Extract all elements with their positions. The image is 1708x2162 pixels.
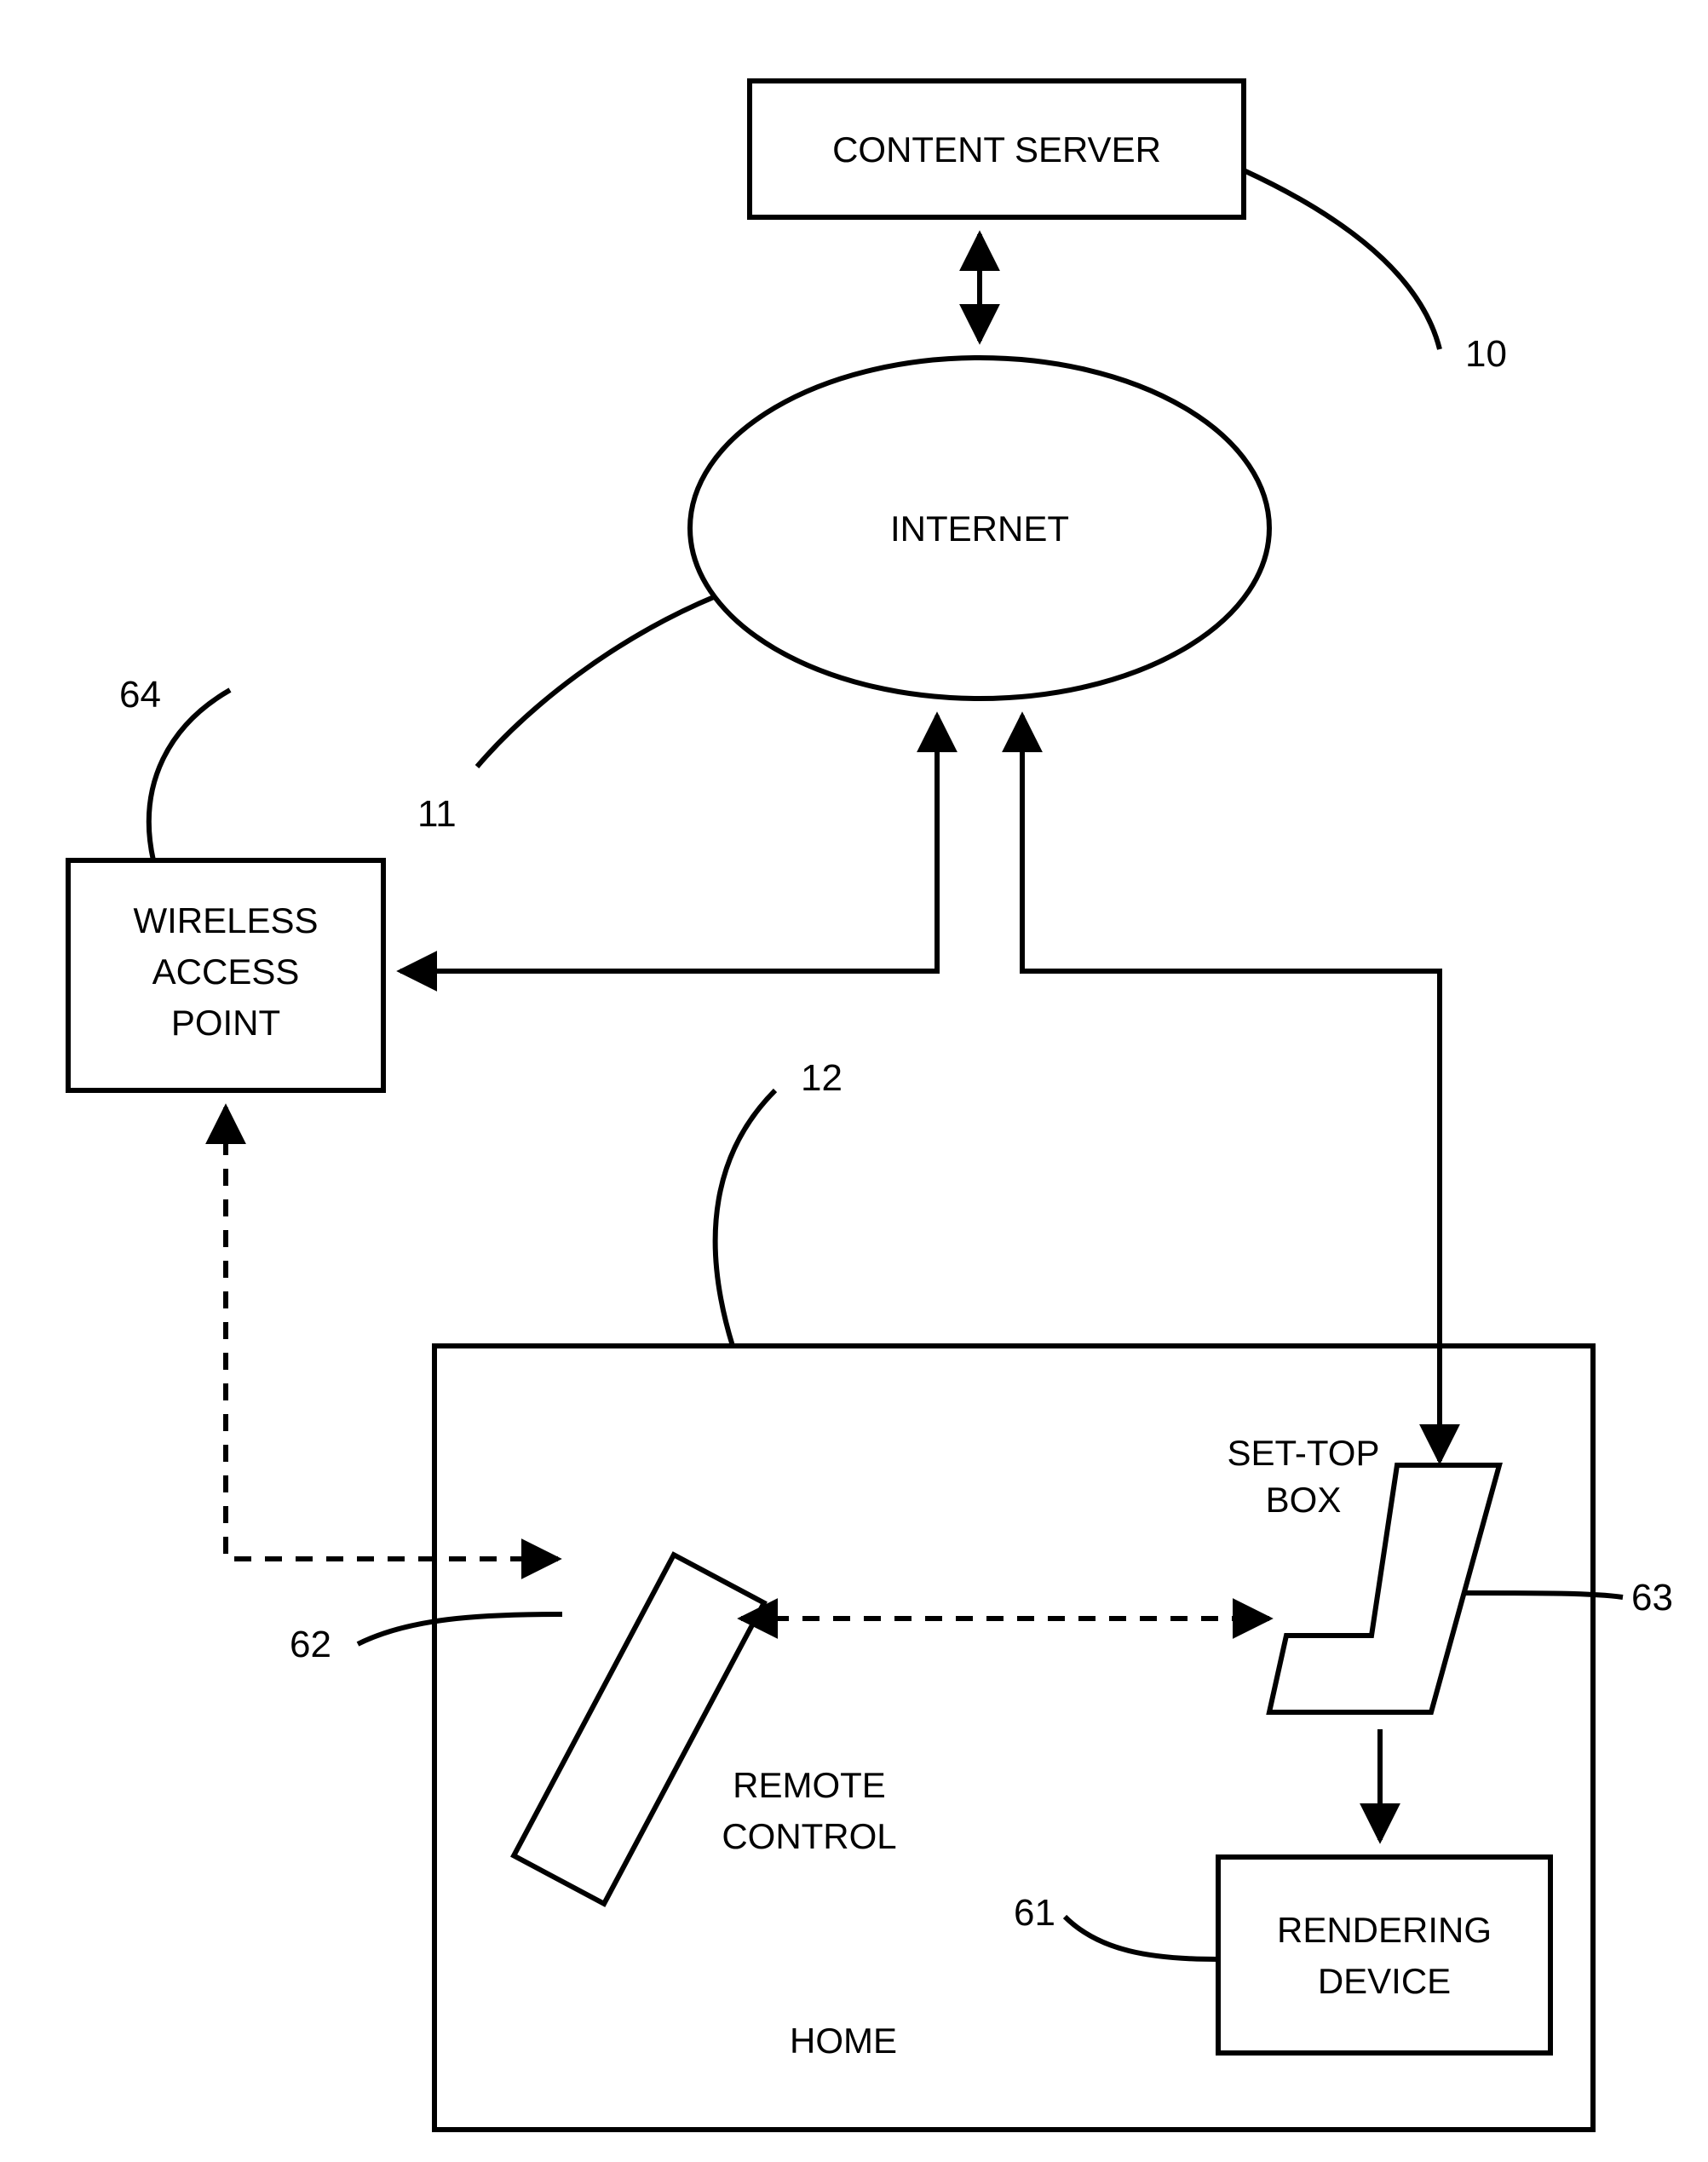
- ref-63: 63: [1631, 1577, 1673, 1619]
- wap-label-1: WIRELESS: [133, 900, 318, 940]
- remote-label-2: CONTROL: [722, 1816, 896, 1856]
- ref-62: 62: [290, 1624, 331, 1665]
- rendering-label-1: RENDERING: [1277, 1910, 1492, 1950]
- stb-label-1: SET-TOP: [1228, 1433, 1380, 1473]
- ref-10: 10: [1465, 333, 1507, 375]
- remote-label-1: REMOTE: [733, 1765, 886, 1805]
- edge-internet-stb: [1022, 716, 1440, 1461]
- internet-node: INTERNET: [690, 358, 1269, 699]
- ref-62-leader: [358, 1614, 562, 1644]
- stb-label-2: BOX: [1266, 1480, 1342, 1520]
- ref-63-leader: [1465, 1593, 1623, 1597]
- ref-12: 12: [801, 1057, 842, 1099]
- wap-label-2: ACCESS: [152, 952, 300, 992]
- remote-control-node: REMOTE CONTROL: [514, 1555, 897, 1904]
- network-diagram: CONTENT SERVER 10 INTERNET 11 WIRELESS A…: [0, 0, 1708, 2162]
- internet-label: INTERNET: [890, 509, 1069, 549]
- rendering-label-2: DEVICE: [1318, 1961, 1451, 2001]
- rendering-device-node: RENDERING DEVICE: [1218, 1857, 1550, 2053]
- ref-11: 11: [417, 793, 457, 835]
- stb-node: SET-TOP BOX: [1228, 1433, 1499, 1712]
- wap-node: WIRELESS ACCESS POINT: [68, 860, 383, 1090]
- home-label: HOME: [790, 2021, 897, 2061]
- ref-10-leader: [1244, 170, 1440, 349]
- edge-wap-remote: [226, 1107, 558, 1559]
- wap-label-3: POINT: [171, 1003, 280, 1043]
- content-server-node: CONTENT SERVER: [750, 81, 1244, 217]
- ref-64-leader: [149, 690, 230, 860]
- edge-wap-internet: [400, 716, 937, 971]
- ref-64: 64: [119, 674, 161, 716]
- ref-11-leader: [477, 596, 716, 767]
- ref-61: 61: [1014, 1892, 1055, 1934]
- content-server-label: CONTENT SERVER: [832, 129, 1161, 170]
- ref-61-leader: [1065, 1917, 1218, 1959]
- ref-12-leader: [716, 1090, 775, 1346]
